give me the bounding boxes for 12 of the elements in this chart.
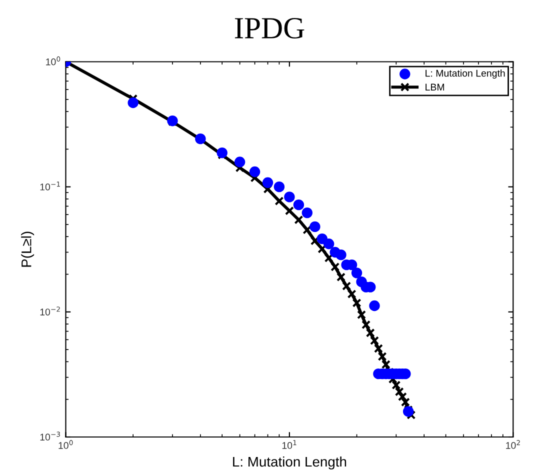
x-tick-label: 10$^{0}$: [58, 440, 73, 449]
x-tick-label: 10$^{1}$: [282, 440, 296, 449]
chart-title: IPDG: [234, 18, 304, 39]
y-axis-title: P(L≥l): [21, 232, 34, 267]
legend-label: L: Mutation Length: [426, 70, 505, 79]
y-tick-label: 10$^{−2}$: [40, 306, 60, 316]
x-tick-label: 10$^{2}$: [506, 440, 520, 449]
y-tick-label: 10$^{−1}$: [40, 182, 60, 190]
x-axis-title: L: Mutation Length: [233, 456, 346, 470]
legend-label: LBM: [426, 84, 444, 90]
y-tick-label: 10$^{−3}$: [40, 432, 60, 441]
y-tick-label: 10$^{0}$: [46, 56, 60, 66]
